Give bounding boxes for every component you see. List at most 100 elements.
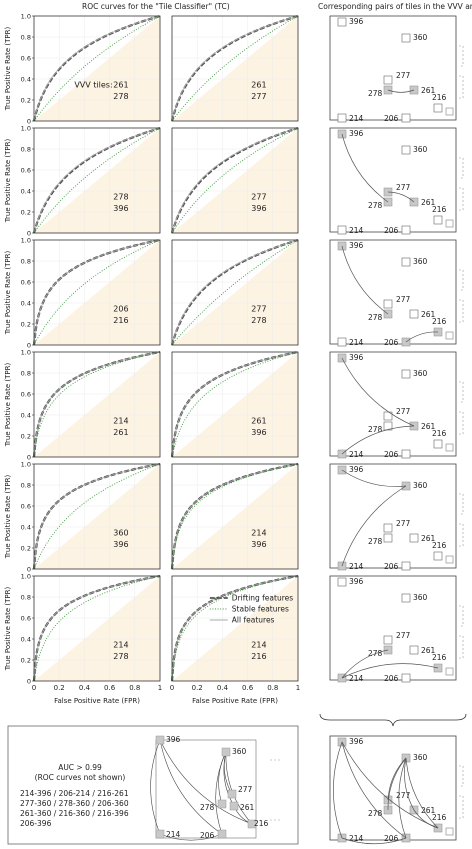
diagonal-shade <box>172 464 298 569</box>
panel-frame <box>33 15 161 122</box>
edge-tile <box>445 667 454 676</box>
map-bracket <box>459 635 464 659</box>
y-tick-label: 1.0 <box>21 349 31 357</box>
pair-label-a: 214 <box>251 528 266 537</box>
y-axis-label: True Positive Rate (TPR) <box>4 27 12 112</box>
connection-206-214 <box>341 837 407 845</box>
tile-label-206: 206 <box>384 226 399 235</box>
mini-tile-216 <box>247 819 257 829</box>
pair-label-a: 206 <box>113 304 128 313</box>
panel-frame <box>171 575 299 682</box>
y-tick-label: 0.6 <box>21 55 31 63</box>
tile-206 <box>401 449 411 459</box>
connection-360-396 <box>341 469 407 487</box>
tile-label-261: 261 <box>421 198 436 207</box>
tile-label-214: 214 <box>349 226 364 235</box>
y-axis-label: True Positive Rate (TPR) <box>4 139 12 224</box>
panel-frame <box>171 463 299 570</box>
tile-label-277: 277 <box>396 183 411 192</box>
all-curve <box>33 351 161 458</box>
tile-label-214: 214 <box>349 450 364 459</box>
tile-label-360: 360 <box>413 481 428 490</box>
connection-216-396 <box>341 741 439 829</box>
y-tick-label: 0 <box>27 566 31 574</box>
legend-label: All features <box>232 616 275 625</box>
tile-label-206: 206 <box>384 674 399 683</box>
tile-label-277: 277 <box>396 791 411 800</box>
tile-label-396: 396 <box>349 737 364 746</box>
mini-connection <box>159 739 223 835</box>
connection-214-396 <box>333 741 343 839</box>
tile-label-278: 278 <box>368 425 383 434</box>
mini-bracket <box>270 759 280 821</box>
mini-tile-277 <box>227 789 237 799</box>
mini-tile-278 <box>217 799 227 809</box>
tile-261 <box>409 309 419 319</box>
tile-261 <box>409 645 419 655</box>
tile-278 <box>383 421 393 431</box>
tile-label-360: 360 <box>413 33 428 42</box>
tile-396 <box>337 577 347 587</box>
pair-label-b: 277 <box>251 92 266 101</box>
tile-206 <box>401 113 411 123</box>
tile-216 <box>433 215 443 225</box>
all-curve <box>33 239 161 346</box>
x-tick-label: 0.8 <box>129 684 140 692</box>
auc-subtitle: (ROC curves not shown) <box>35 773 126 782</box>
y-axis-label: True Positive Rate (TPR) <box>4 251 12 336</box>
tile-label-261: 261 <box>421 534 436 543</box>
diagonal-shade <box>172 128 298 233</box>
all-curve <box>33 463 161 570</box>
panel-frame <box>33 351 161 458</box>
x-tick-label: 0 <box>170 684 174 692</box>
y-tick-label: 1.0 <box>21 13 31 21</box>
y-tick-label: 0.4 <box>21 188 31 196</box>
tile-214 <box>337 337 347 347</box>
pair-label-a: 261 <box>251 80 266 89</box>
right-header: Corresponding pairs of tiles in the VVV … <box>318 2 472 11</box>
roc-panel-0: VVV tiles: 261 278 0 0.2 0.4 0.6 0.8 1.0 True Pos… <box>4 13 161 126</box>
diagonal-shade <box>172 16 298 121</box>
tile-206 <box>401 673 411 683</box>
stable-curve <box>171 15 299 122</box>
tile-206 <box>401 561 411 571</box>
pair-label-b: 216 <box>251 652 266 661</box>
x-tick-label: 0.2 <box>54 684 65 692</box>
roc-panel-6: 214 261 0 0.2 0.4 0.6 0.8 1.0 True Positive Rate… <box>4 349 161 462</box>
tile-label-277: 277 <box>396 631 411 640</box>
connection-261-360 <box>404 757 415 811</box>
tile-214 <box>337 225 347 235</box>
y-tick-label: 0 <box>27 342 31 350</box>
tile-label-360: 360 <box>413 145 428 154</box>
x-tick-label: 0.4 <box>79 684 91 692</box>
map-bracket <box>459 299 464 323</box>
y-axis-label: True Positive Rate (TPR) <box>4 587 12 672</box>
mini-tile-label-261: 261 <box>240 803 255 812</box>
mini-tile-396 <box>155 735 165 745</box>
pair-label-b: 396 <box>113 540 128 549</box>
y-tick-label: 1.0 <box>21 573 31 581</box>
edge-tile <box>445 331 454 340</box>
connection-214-216 <box>341 663 439 679</box>
y-tick-label: 0.6 <box>21 167 31 175</box>
tile-label-360: 360 <box>413 593 428 602</box>
left-header: ROC curves for the "Tile Classifier" (TC… <box>82 2 230 11</box>
roc-panel-4: 206 216 0 0.2 0.4 0.6 0.8 1.0 True Positive Rate… <box>4 237 161 350</box>
tile-label-278: 278 <box>368 313 383 322</box>
tile-277 <box>383 411 393 421</box>
y-tick-label: 0.8 <box>21 34 31 42</box>
pair-label-b: 396 <box>113 204 128 213</box>
tile-label-278: 278 <box>368 201 383 210</box>
tile-label-216: 216 <box>432 429 447 438</box>
map-frame <box>329 735 457 841</box>
tile-277 <box>383 523 393 533</box>
